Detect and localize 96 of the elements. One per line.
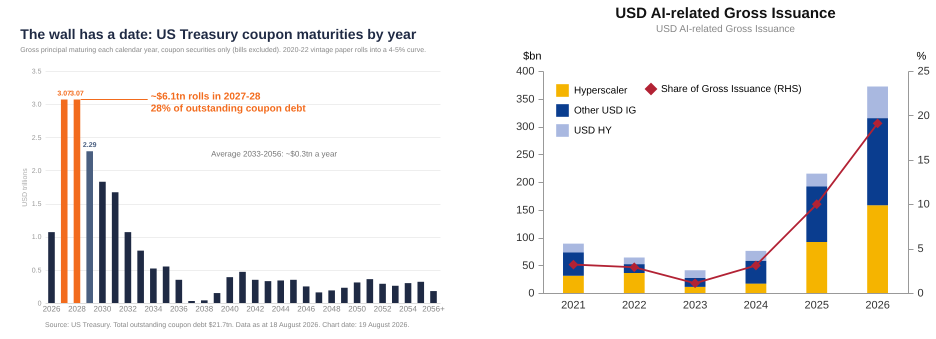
bar: [124, 232, 132, 303]
x-tick-label: 2050: [348, 304, 367, 314]
bar: [867, 86, 888, 118]
bar: [137, 250, 144, 303]
bar: [624, 273, 645, 293]
bar: [624, 257, 645, 264]
bar: [99, 182, 106, 303]
y-tick-label: 300: [516, 121, 534, 133]
x-tick-label: 2052: [374, 304, 392, 314]
bar: [201, 300, 208, 303]
bar: [746, 250, 766, 261]
bar: [746, 284, 766, 293]
point: [751, 260, 761, 270]
bar: [806, 186, 828, 242]
legend-label: Other USD IG: [574, 106, 636, 116]
x-tick-label: 2030: [94, 304, 112, 314]
x-tick-label: 2054: [399, 304, 418, 314]
x-tick-label: 2028: [68, 304, 86, 314]
point: [630, 262, 639, 272]
bar: [264, 281, 272, 303]
bar: [684, 286, 706, 293]
bar: [316, 292, 322, 303]
bar: [341, 288, 348, 303]
x-tick-label: 2024: [744, 300, 768, 312]
y-tick-label: 200: [516, 176, 534, 188]
x-tick-label: 2034: [144, 304, 163, 314]
bar: [328, 290, 335, 303]
bar: [379, 284, 386, 303]
bar: [60, 100, 68, 303]
y-tick-label: 50: [522, 260, 534, 272]
x-tick-label: 2026: [42, 304, 61, 314]
x-tick-label: 2048: [322, 304, 342, 314]
bar: [150, 268, 157, 303]
y2-tick-label: 10: [918, 198, 930, 211]
x-tick-label: 2025: [804, 300, 829, 312]
bar: [806, 242, 828, 293]
bar: [176, 280, 182, 303]
bar: [430, 291, 437, 303]
bar: [867, 118, 888, 206]
point: [812, 200, 822, 209]
x-tick-label: 2038: [195, 304, 214, 314]
chart-subtitle: USD AI-related Gross Issuance: [656, 24, 796, 35]
chart-title: The wall has a date: US Treasury coupon maturities by year: [20, 26, 417, 42]
point: [872, 118, 882, 128]
bar: [214, 293, 220, 303]
bar: [226, 277, 234, 303]
x-tick-label: 2056+: [422, 304, 446, 314]
x-tick-label: 2032: [119, 304, 138, 314]
bar: [252, 280, 259, 303]
y2-axis-title: %: [916, 50, 926, 62]
legend-label: Share of Gross Issuance (RHS): [661, 84, 802, 95]
legend-label: Hyperscaler: [574, 86, 628, 96]
annotation: Average 2033-2056: ~$0.3tn a year: [211, 150, 338, 159]
y-tick-label: 250: [516, 148, 534, 161]
x-tick-label: 2046: [297, 304, 316, 314]
bar: [404, 283, 412, 303]
x-tick-label: 2042: [246, 304, 265, 314]
y-tick-label: 350: [516, 93, 534, 106]
y-tick-label: 150: [516, 204, 534, 216]
y2-tick-label: 0: [918, 288, 924, 300]
bar: [563, 244, 584, 252]
y-tick-label: 400: [516, 66, 534, 78]
bar: [277, 280, 284, 303]
y2-tick-label: 5: [918, 243, 924, 256]
bar: [354, 282, 360, 303]
bar: [366, 279, 374, 303]
x-tick-label: 2026: [865, 300, 890, 312]
point: [690, 278, 700, 288]
bar: [684, 270, 706, 278]
legend-label: USD HY: [574, 126, 612, 136]
y-tick-label: 0: [528, 288, 534, 300]
y-tick-label: 100: [516, 232, 534, 244]
bar: [867, 205, 888, 293]
y-axis-title: $bn: [523, 50, 542, 62]
x-tick-label: 2036: [170, 304, 188, 314]
bar: [563, 276, 584, 293]
bar: [162, 266, 170, 303]
y2-tick-label: 15: [918, 154, 930, 166]
bar: [112, 192, 118, 303]
x-tick-label: 2040: [220, 304, 240, 314]
x-tick-label: 2044: [272, 304, 290, 314]
bar: [48, 232, 55, 303]
bar: [86, 151, 93, 303]
x-tick-label: 2023: [682, 300, 708, 312]
annotation: ~$6.1tn rolls in 2027-28 28% of outstanding coupon debt: [150, 92, 306, 115]
x-tick-label: 2021: [561, 300, 586, 312]
bar: [239, 272, 246, 303]
chart-title: USD AI-related Gross Issuance: [615, 5, 836, 22]
y2-tick-label: 25: [918, 66, 930, 78]
bar: [392, 286, 399, 303]
bar: [290, 280, 297, 303]
bar: [417, 282, 424, 303]
y2-tick-label: 20: [918, 110, 930, 122]
bar: [806, 174, 828, 186]
x-tick-label: 2022: [622, 300, 646, 312]
bar: [302, 286, 310, 303]
